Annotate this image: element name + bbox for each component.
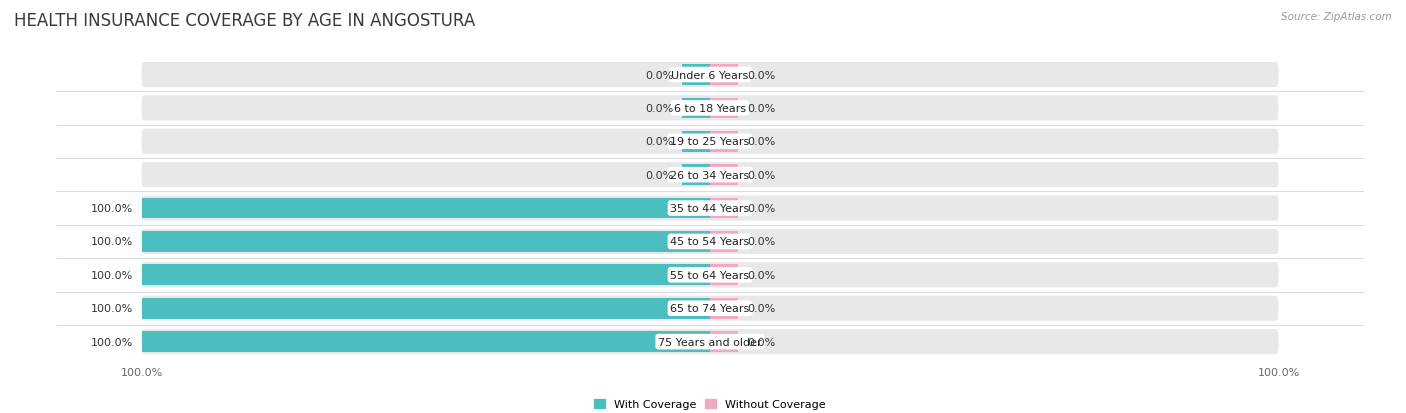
Text: 19 to 25 Years: 19 to 25 Years xyxy=(671,137,749,147)
Text: 35 to 44 Years: 35 to 44 Years xyxy=(671,204,749,214)
Text: 100.0%: 100.0% xyxy=(91,304,134,313)
Bar xyxy=(142,332,710,352)
Bar xyxy=(710,298,738,319)
Bar xyxy=(710,98,738,119)
Bar xyxy=(710,265,738,285)
Text: 45 to 54 Years: 45 to 54 Years xyxy=(671,237,749,247)
Text: 55 to 64 Years: 55 to 64 Years xyxy=(671,270,749,280)
FancyBboxPatch shape xyxy=(142,163,1278,188)
Bar xyxy=(682,165,710,185)
Text: 0.0%: 0.0% xyxy=(747,304,775,313)
FancyBboxPatch shape xyxy=(142,63,1278,88)
Text: 0.0%: 0.0% xyxy=(747,270,775,280)
Legend: With Coverage, Without Coverage: With Coverage, Without Coverage xyxy=(589,395,831,413)
Text: HEALTH INSURANCE COVERAGE BY AGE IN ANGOSTURA: HEALTH INSURANCE COVERAGE BY AGE IN ANGO… xyxy=(14,12,475,30)
Bar xyxy=(682,65,710,85)
Text: 0.0%: 0.0% xyxy=(645,170,673,180)
Bar xyxy=(142,265,710,285)
Text: Source: ZipAtlas.com: Source: ZipAtlas.com xyxy=(1281,12,1392,22)
FancyBboxPatch shape xyxy=(142,96,1278,121)
FancyBboxPatch shape xyxy=(142,296,1278,321)
Text: 100.0%: 100.0% xyxy=(91,204,134,214)
Text: 0.0%: 0.0% xyxy=(747,170,775,180)
Text: 100.0%: 100.0% xyxy=(91,270,134,280)
Text: 26 to 34 Years: 26 to 34 Years xyxy=(671,170,749,180)
Bar xyxy=(710,132,738,152)
Bar xyxy=(710,198,738,219)
Text: 75 Years and older: 75 Years and older xyxy=(658,337,762,347)
FancyBboxPatch shape xyxy=(142,129,1278,154)
Text: 0.0%: 0.0% xyxy=(645,70,673,80)
Bar xyxy=(142,232,710,252)
Text: 0.0%: 0.0% xyxy=(645,104,673,114)
Text: 65 to 74 Years: 65 to 74 Years xyxy=(671,304,749,313)
Bar xyxy=(710,165,738,185)
Text: 0.0%: 0.0% xyxy=(747,204,775,214)
Text: 0.0%: 0.0% xyxy=(747,137,775,147)
Bar xyxy=(710,65,738,85)
FancyBboxPatch shape xyxy=(142,196,1278,221)
Text: 100.0%: 100.0% xyxy=(91,237,134,247)
Text: Under 6 Years: Under 6 Years xyxy=(672,70,748,80)
FancyBboxPatch shape xyxy=(142,229,1278,254)
Bar xyxy=(710,332,738,352)
Bar xyxy=(710,232,738,252)
FancyBboxPatch shape xyxy=(142,263,1278,288)
Bar xyxy=(142,198,710,219)
Text: 0.0%: 0.0% xyxy=(747,70,775,80)
FancyBboxPatch shape xyxy=(142,329,1278,354)
Bar xyxy=(142,298,710,319)
Text: 100.0%: 100.0% xyxy=(91,337,134,347)
Bar xyxy=(682,132,710,152)
Bar xyxy=(682,98,710,119)
Text: 0.0%: 0.0% xyxy=(747,237,775,247)
Text: 6 to 18 Years: 6 to 18 Years xyxy=(673,104,747,114)
Text: 0.0%: 0.0% xyxy=(747,104,775,114)
Text: 0.0%: 0.0% xyxy=(645,137,673,147)
Text: 0.0%: 0.0% xyxy=(747,337,775,347)
